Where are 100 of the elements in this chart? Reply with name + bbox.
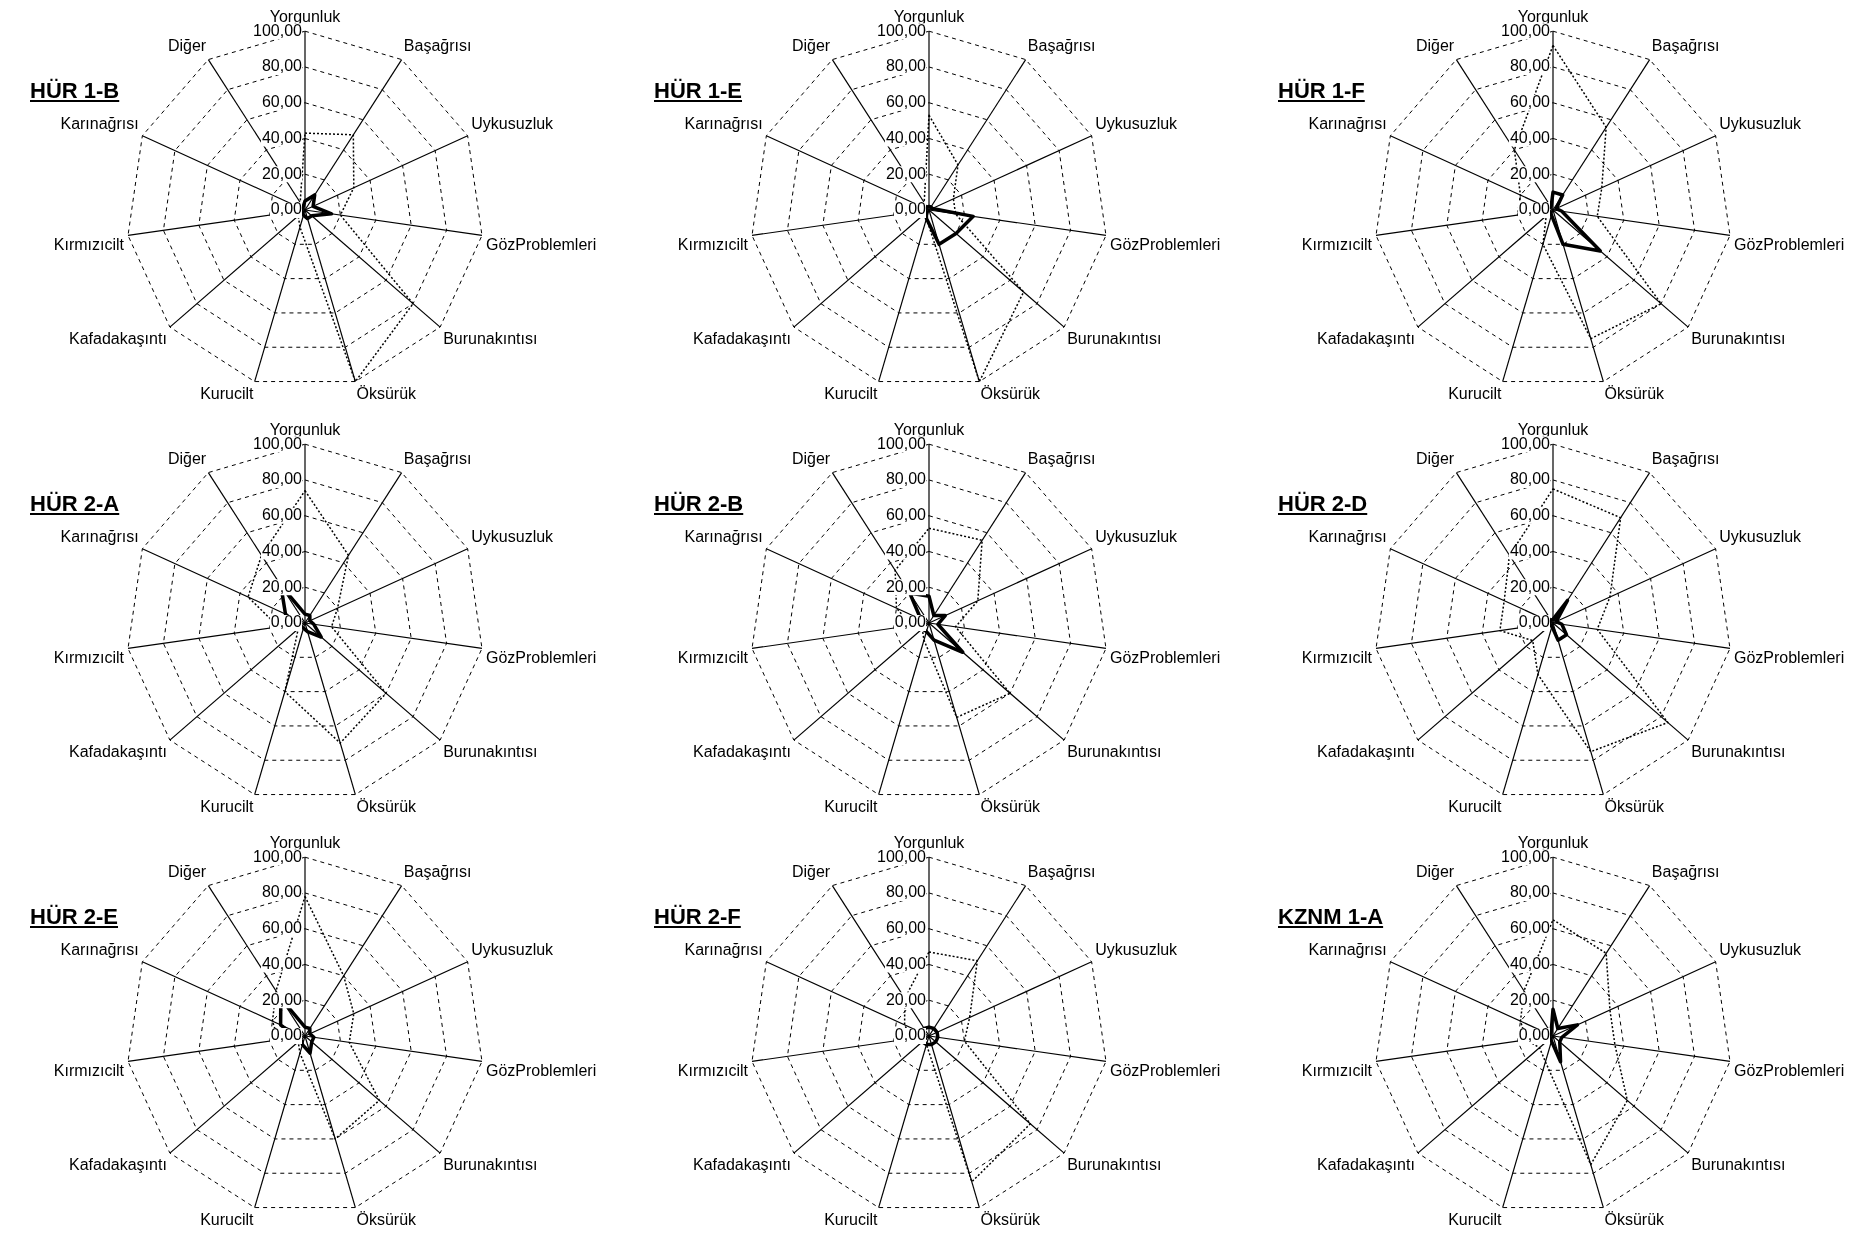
y-tick-label: 20,00 [1509, 990, 1551, 1008]
y-tick-label: 0,00 [270, 1026, 303, 1044]
spoke-label: Burunakıntısı [1691, 329, 1786, 347]
y-tick-label: 20,00 [1509, 577, 1551, 595]
spoke-label: Burunakıntısı [1067, 1155, 1162, 1173]
spoke-label: Başağrısı [1027, 450, 1096, 468]
spoke-label: Burunakıntısı [443, 329, 538, 347]
y-tick-label: 20,00 [1509, 164, 1551, 182]
y-tick-label: 40,00 [885, 954, 927, 972]
spoke-label: Karınağrısı [1308, 114, 1387, 132]
spoke-label: Kırmızıcilt [53, 236, 125, 254]
y-tick-label: 40,00 [1509, 128, 1551, 146]
y-tick-label: 80,00 [1509, 470, 1551, 488]
spoke-label: Karınağrısı [1308, 940, 1387, 958]
y-tick-label: 0,00 [270, 200, 303, 218]
spoke-label: GözProblemleri [485, 236, 597, 254]
y-tick-label: 20,00 [261, 164, 303, 182]
spoke-label: Öksürük [1604, 1211, 1666, 1229]
spoke-label: Kafadakaşıntı [693, 1155, 791, 1173]
spoke-label: Başağrısı [1027, 863, 1096, 881]
spoke-label: Başağrısı [1027, 37, 1096, 55]
y-tick-label: 80,00 [261, 883, 303, 901]
spoke-label: GözProblemleri [1109, 236, 1221, 254]
spoke-label: Öksürük [356, 1211, 418, 1229]
spoke-label: Başağrısı [403, 450, 472, 468]
text: HÜR 2-A [30, 491, 120, 517]
spoke-label: Kafadakaşıntı [1317, 329, 1415, 347]
spoke-label: Burunakıntısı [443, 1155, 538, 1173]
spoke-label: Uykusuzluk [1095, 114, 1179, 132]
spoke-label: Kırmızıcilt [1301, 236, 1373, 254]
spoke-label: Kurucilt [1448, 798, 1503, 816]
text: HÜR 2-D [1278, 491, 1368, 517]
spoke-label: Kırmızıcilt [1301, 649, 1373, 667]
spoke-label: Uykusuzluk [471, 527, 555, 545]
spoke-label: GözProblemleri [1733, 649, 1845, 667]
y-tick-label: 0,00 [1518, 1026, 1551, 1044]
spoke-label: Karınağrısı [60, 527, 139, 545]
spoke-label: GözProblemleri [1109, 649, 1221, 667]
y-tick-label: 20,00 [885, 990, 927, 1008]
y-tick-label: 60,00 [1509, 919, 1551, 937]
text: HÜR 2-E [30, 904, 119, 930]
spoke-label: Uykusuzluk [1719, 940, 1803, 958]
spoke-label: Öksürük [980, 1211, 1042, 1229]
spoke-label: Öksürük [356, 798, 418, 816]
spoke-label: Kafadakaşıntı [69, 742, 167, 760]
spoke-label: Karınağrısı [684, 114, 763, 132]
spoke-label: Öksürük [1604, 798, 1666, 816]
spoke-label: Kurucilt [824, 798, 879, 816]
spoke-label: Karınağrısı [1308, 527, 1387, 545]
spoke-label: Kafadakaşıntı [693, 329, 791, 347]
spoke-label: Kırmızıcilt [677, 649, 749, 667]
spoke-label: Karınağrısı [60, 940, 139, 958]
spoke-label: Başağrısı [403, 863, 472, 881]
y-tick-label: 0,00 [1518, 613, 1551, 631]
spoke-label: GözProblemleri [485, 649, 597, 667]
spoke-label: Uykusuzluk [1095, 527, 1179, 545]
spoke-label: Diğer [167, 863, 207, 881]
spoke-label: Kurucilt [1448, 1211, 1503, 1229]
y-tick-label: 60,00 [1509, 93, 1551, 111]
y-tick-label: 40,00 [261, 128, 303, 146]
spoke-label: Burunakıntısı [1067, 742, 1162, 760]
spoke-label: GözProblemleri [1733, 1062, 1845, 1080]
spoke-label: Uykusuzluk [1719, 527, 1803, 545]
spoke-label: Uykusuzluk [471, 940, 555, 958]
y-tick-label: 20,00 [261, 990, 303, 1008]
y-tick-label: 40,00 [261, 541, 303, 559]
spoke-label: Öksürük [980, 798, 1042, 816]
spoke-label: Başağrısı [1651, 37, 1720, 55]
y-tick-label: 60,00 [1509, 506, 1551, 524]
y-tick-label: 40,00 [1509, 954, 1551, 972]
spoke-label: GözProblemleri [1109, 1062, 1221, 1080]
y-tick-label: 0,00 [1518, 200, 1551, 218]
spoke-label: Diğer [1415, 450, 1455, 468]
y-tick-label: 60,00 [261, 93, 303, 111]
spoke-label: Başağrısı [1651, 450, 1720, 468]
y-tick-label: 60,00 [885, 93, 927, 111]
y-tick-label: 80,00 [885, 57, 927, 75]
spoke-label: Kafadakaşıntı [69, 1155, 167, 1173]
spoke-label: Öksürük [980, 385, 1042, 403]
y-tick-label: 40,00 [1509, 541, 1551, 559]
spoke-label: Kırmızıcilt [677, 1062, 749, 1080]
y-tick-label: 80,00 [261, 470, 303, 488]
spoke-label: Diğer [1415, 37, 1455, 55]
y-tick-label: 80,00 [885, 470, 927, 488]
spoke-label: Kurucilt [200, 1211, 255, 1229]
y-tick-label: 80,00 [885, 883, 927, 901]
spoke-label: Başağrısı [403, 37, 472, 55]
y-tick-label: 40,00 [261, 954, 303, 972]
y-tick-label: 80,00 [261, 57, 303, 75]
spoke-label: Diğer [1415, 863, 1455, 881]
spoke-label: Diğer [791, 450, 831, 468]
spoke-label: Diğer [167, 450, 207, 468]
spoke-label: Kırmızıcilt [53, 649, 125, 667]
spoke-label: Kurucilt [824, 385, 879, 403]
spoke-label: Uykusuzluk [1095, 940, 1179, 958]
y-tick-label: 40,00 [885, 541, 927, 559]
spoke-label: Kurucilt [200, 385, 255, 403]
spoke-label: Kırmızıcilt [677, 236, 749, 254]
spoke-label: Kurucilt [200, 798, 255, 816]
y-tick-label: 60,00 [885, 919, 927, 937]
